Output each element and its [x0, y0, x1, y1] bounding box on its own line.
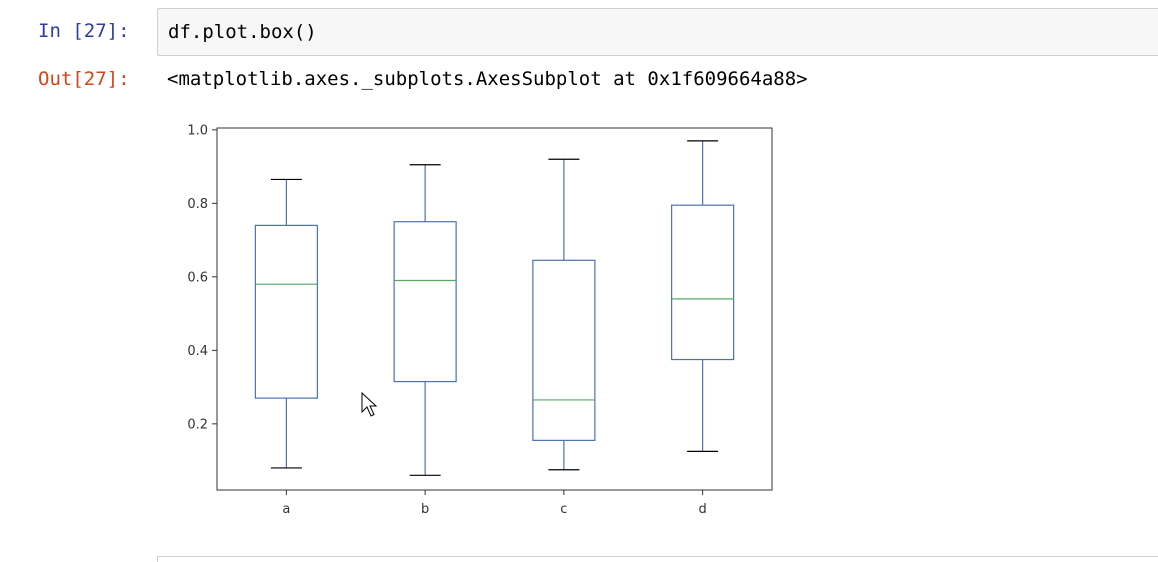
output-prompt: Out[27]: — [38, 68, 130, 90]
y-tick-label: 0.8 — [187, 197, 208, 212]
code-input-area[interactable]: df.plot.box() — [157, 8, 1158, 56]
box-a — [254, 224, 318, 399]
x-tick-label: b — [421, 502, 429, 517]
plot-frame — [216, 127, 773, 491]
box-b — [393, 221, 457, 383]
output-repr-text: <matplotlib.axes._subplots.AxesSubplot a… — [167, 68, 808, 90]
code-input-text[interactable]: df.plot.box() — [168, 21, 317, 43]
x-tick-label: c — [560, 502, 567, 517]
y-tick-label: 0.4 — [187, 344, 208, 359]
mouse-pointer-icon — [361, 392, 378, 417]
next-cell-border[interactable] — [157, 556, 1158, 562]
y-tick-label: 1.0 — [187, 123, 208, 138]
x-tick-label: d — [698, 502, 706, 517]
box-c — [532, 259, 596, 441]
y-tick-label: 0.6 — [187, 270, 208, 285]
x-tick-label: a — [282, 502, 290, 517]
y-tick-label: 0.2 — [187, 417, 208, 432]
box-d — [671, 204, 735, 361]
input-prompt: In [27]: — [38, 20, 130, 42]
